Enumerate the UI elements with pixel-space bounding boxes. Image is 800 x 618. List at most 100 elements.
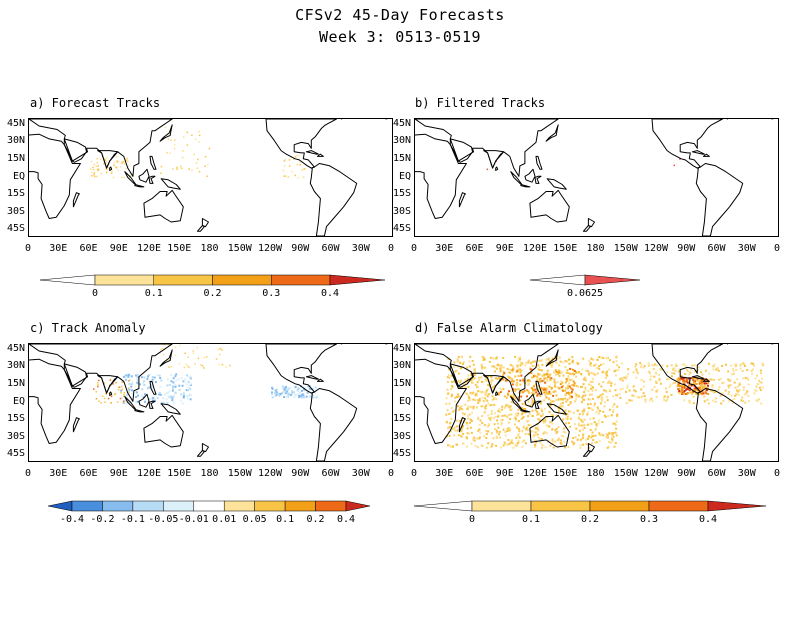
lon-tick-label: 0 [387, 468, 395, 479]
shading-cell [711, 384, 714, 387]
shading-cell [470, 379, 473, 382]
shading-cell [533, 400, 535, 403]
shading-cell [170, 374, 173, 376]
shading-cell [605, 395, 608, 398]
shading-cell [576, 438, 579, 441]
shading-cell [499, 391, 502, 394]
shading-cell [546, 374, 549, 377]
shading-cell [314, 386, 317, 389]
shading-cell [547, 385, 550, 388]
shading-cell [573, 370, 576, 373]
shading-cell [494, 377, 497, 380]
shading-cell [595, 424, 598, 427]
shading-cell [588, 393, 591, 396]
shading-cell [553, 400, 556, 403]
shading-cell [554, 414, 557, 417]
shading-cell [450, 407, 453, 410]
shading-cell [522, 408, 525, 410]
shading-cell [456, 360, 459, 363]
shading-cell [453, 361, 456, 364]
shading-cell [125, 374, 128, 377]
shading-cell [487, 430, 490, 433]
shading-cell [527, 419, 530, 422]
shading-cell [572, 411, 575, 414]
shading-cell [193, 153, 195, 156]
shading-cell [298, 154, 300, 157]
shading-cell [534, 434, 537, 437]
shading-cell [712, 399, 714, 402]
shading-cell [478, 376, 480, 379]
shading-cell [688, 399, 691, 402]
shading-cell [570, 378, 573, 381]
lon-tick-label: 150W [613, 243, 638, 254]
shading-cell [614, 389, 617, 392]
shading-cell [174, 385, 177, 388]
shading-cell [480, 376, 483, 379]
lon-tick-label: 120E [136, 468, 162, 479]
shading-cell [103, 158, 106, 160]
panel-b-colorbar [529, 274, 641, 286]
shading-cell [492, 365, 495, 368]
shading-cell [543, 407, 546, 410]
shading-cell [445, 413, 448, 416]
shading-cell [499, 370, 502, 373]
shading-cell [575, 427, 578, 430]
coastline [545, 124, 559, 142]
shading-cell [559, 360, 562, 363]
shading-cell [466, 432, 469, 435]
shading-cell [543, 391, 546, 394]
shading-cell [126, 157, 128, 160]
lon-tick-label: 30W [351, 243, 370, 254]
shading-cell [494, 428, 497, 431]
shading-cell [517, 427, 520, 430]
shading-cell [550, 399, 553, 402]
shading-cell [274, 392, 276, 394]
shading-cell [291, 170, 293, 173]
shading-cell [644, 399, 647, 402]
coastline [148, 175, 156, 184]
shading-cell [162, 347, 164, 350]
shading-cell [752, 368, 755, 371]
shading-cell [590, 357, 593, 360]
shading-cell [479, 390, 481, 393]
shading-cell [475, 394, 478, 397]
shading-cell [583, 408, 586, 411]
lat-tick-label: 15S [6, 188, 25, 200]
shading-cell [703, 382, 706, 385]
shading-cell [585, 442, 588, 445]
shading-cell [672, 368, 674, 371]
coastline [124, 171, 137, 185]
shading-cell [595, 423, 598, 426]
shading-cell [606, 399, 609, 402]
shading-cell [93, 388, 95, 390]
lon-tick-label: 90E [495, 243, 514, 254]
shading-cell [572, 437, 575, 439]
shading-cell [135, 391, 138, 394]
shading-cell [561, 390, 564, 392]
shading-cell [453, 426, 456, 429]
shading-cell [746, 369, 749, 371]
lat-tick-label: 30S [392, 430, 411, 442]
shading-cell [597, 408, 600, 411]
shading-cell [123, 395, 125, 398]
shading-cell [571, 361, 574, 364]
shading-cell [613, 445, 616, 448]
coastline [143, 414, 184, 448]
shading-cell [584, 386, 587, 389]
shading-cell [457, 372, 460, 375]
coastline [305, 375, 319, 380]
lat-tick-label: 15N [392, 152, 411, 164]
shading-cell [495, 398, 498, 401]
shading-cell [685, 386, 688, 389]
shading-cell [471, 411, 474, 414]
shading-cell [589, 403, 592, 406]
shading-cell [462, 361, 465, 364]
shading-cell [481, 367, 484, 370]
lat-tick-label: 45S [6, 223, 25, 235]
shading-cell [598, 432, 601, 435]
shading-cell [480, 405, 483, 408]
shading-cell [527, 383, 530, 386]
shading-cell [540, 387, 543, 390]
shading-cell [600, 356, 602, 359]
shading-cell [598, 365, 600, 368]
